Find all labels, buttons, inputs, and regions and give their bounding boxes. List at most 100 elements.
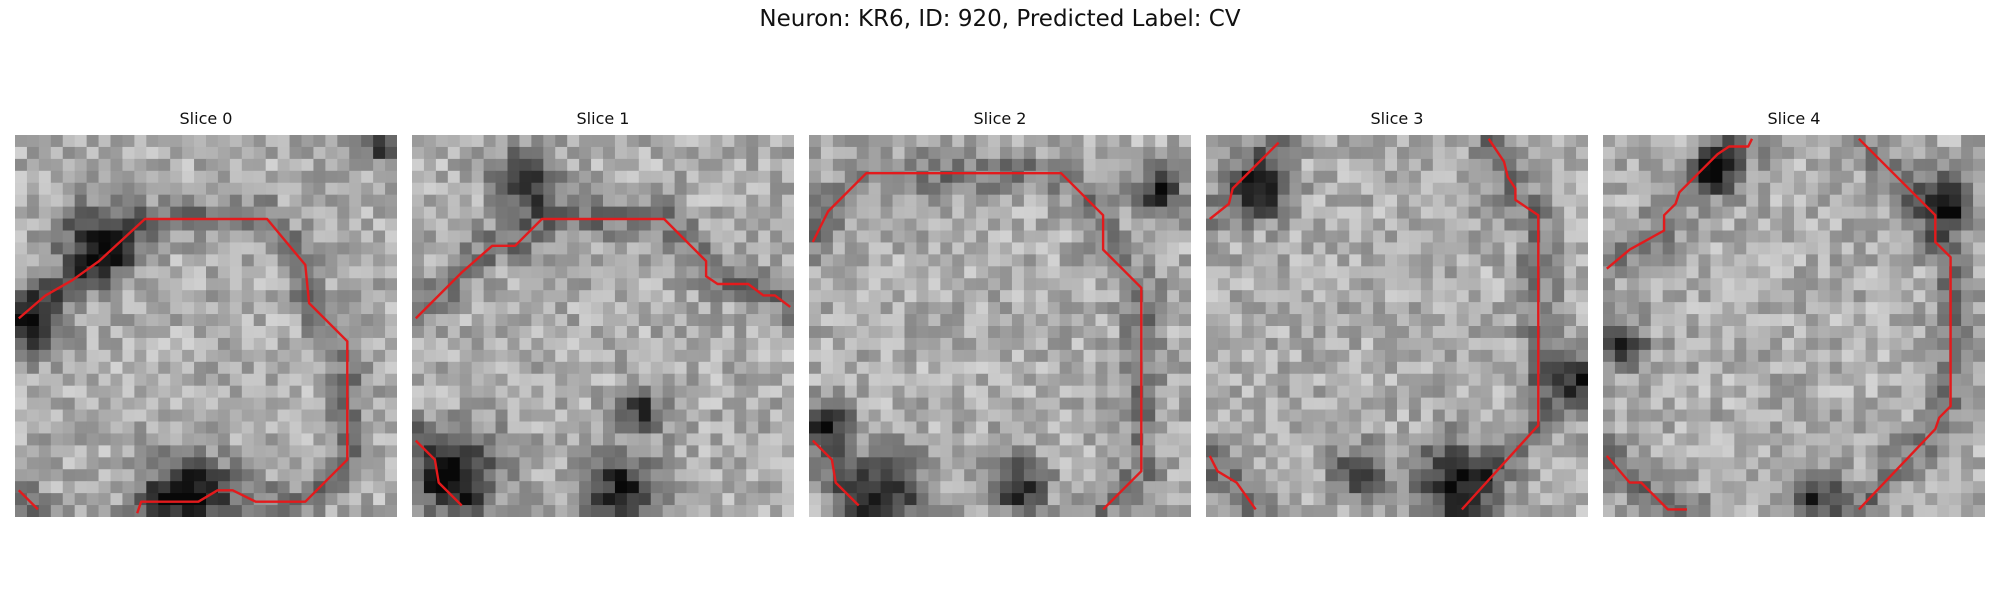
pixel (856, 206, 870, 219)
pixel (1119, 409, 1132, 422)
pixel (134, 421, 147, 434)
pixel (110, 314, 123, 327)
pixel (1301, 445, 1314, 458)
pixel (74, 481, 88, 494)
pixel (1913, 397, 1926, 410)
pixel (1650, 290, 1664, 303)
pixel (265, 337, 279, 351)
pixel (626, 409, 640, 422)
pixel (217, 206, 231, 219)
pixel (904, 421, 917, 434)
pixel (265, 361, 279, 375)
pixel (1492, 314, 1505, 327)
pixel (361, 170, 374, 184)
pixel (674, 445, 687, 458)
pixel (98, 290, 111, 303)
pixel (62, 481, 76, 494)
pixel (265, 194, 279, 208)
pixel (122, 206, 135, 219)
pixel (1853, 397, 1867, 410)
pixel (1758, 349, 1771, 363)
pixel (507, 326, 520, 339)
pixel (507, 373, 520, 387)
pixel (531, 493, 544, 506)
pixel (38, 433, 52, 446)
pixel (1662, 314, 1676, 327)
pixel (1131, 194, 1144, 208)
pixel (1877, 302, 1890, 315)
pixel (158, 302, 171, 315)
pixel (1301, 135, 1314, 148)
pixel (1179, 505, 1191, 517)
pixel (832, 158, 846, 172)
pixel (1095, 409, 1108, 422)
pixel (832, 326, 846, 339)
pixel (820, 146, 834, 160)
pixel (1011, 302, 1025, 315)
pixel (1337, 302, 1350, 315)
pixel (722, 158, 735, 172)
pixel (1179, 326, 1191, 339)
pixel (1937, 314, 1950, 327)
pixel (1325, 135, 1338, 148)
pixel (1698, 266, 1711, 279)
pixel (325, 337, 338, 351)
pixel (868, 409, 882, 422)
pixel (1229, 290, 1243, 303)
pixel (809, 170, 822, 184)
pixel (50, 266, 64, 279)
pixel (1564, 337, 1577, 351)
pixel (1853, 361, 1867, 375)
pixel (579, 349, 592, 363)
pixel (976, 230, 989, 243)
pixel (1614, 230, 1628, 243)
pixel (1047, 433, 1061, 446)
pixel (1167, 278, 1180, 291)
pixel (1361, 182, 1374, 196)
pixel (638, 433, 652, 446)
pixel (373, 314, 386, 327)
pixel (361, 349, 374, 363)
pixel (98, 445, 111, 458)
pixel (1420, 242, 1434, 255)
pixel (734, 361, 747, 375)
pixel (531, 397, 544, 410)
pixel (1277, 397, 1290, 410)
pixel (495, 337, 508, 351)
pixel (543, 290, 556, 303)
pixel (1841, 433, 1855, 446)
pixel (158, 182, 171, 196)
pixel (1349, 445, 1362, 458)
pixel (916, 421, 929, 434)
pixel (1083, 469, 1096, 482)
pixel (217, 337, 231, 351)
pixel (988, 206, 1001, 219)
pixel (170, 385, 183, 399)
pixel (976, 445, 989, 458)
pixel (1698, 349, 1711, 363)
pixel (638, 314, 652, 327)
pixel (325, 242, 338, 255)
pixel (1023, 206, 1037, 219)
pixel (698, 385, 711, 399)
pixel (1504, 505, 1517, 517)
pixel (1361, 349, 1374, 363)
pixel (1167, 135, 1180, 148)
pixel (1361, 481, 1374, 494)
pixel (1662, 182, 1676, 196)
pixel (170, 302, 183, 315)
pixel (820, 373, 834, 387)
pixel (1047, 409, 1061, 422)
pixel (1492, 326, 1505, 339)
pixel (555, 385, 568, 399)
pixel (1829, 433, 1843, 446)
pixel (1059, 337, 1073, 351)
pixel (435, 302, 449, 315)
pixel (110, 206, 123, 219)
pixel (1877, 397, 1890, 410)
pixel (1179, 182, 1191, 196)
pixel (1552, 254, 1565, 267)
pixel (844, 254, 858, 267)
pixel (182, 170, 195, 184)
pixel (519, 135, 532, 148)
